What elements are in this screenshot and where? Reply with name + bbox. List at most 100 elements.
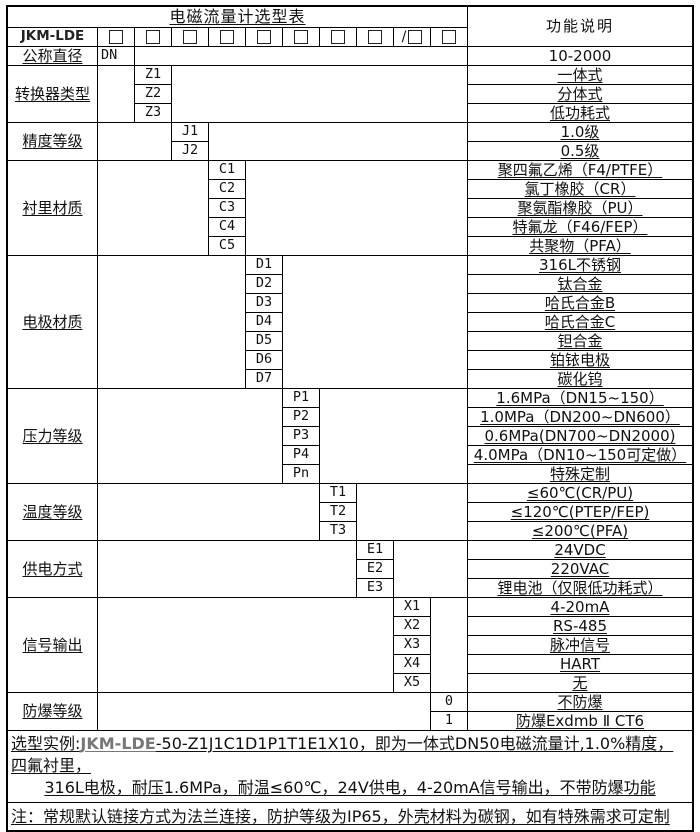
- spacer-cell: [283, 256, 468, 389]
- desc-cell: 哈氏合金B: [468, 294, 692, 313]
- spacer-cell: [394, 541, 468, 598]
- desc-cell: 分体式: [468, 85, 692, 104]
- code-cell: C4: [209, 218, 246, 237]
- selection-example-note: 选型实例:JKM-LDE-50-Z1J1C1D1P1T1E1X10，即为一体式D…: [8, 731, 692, 803]
- code-cell: T2: [320, 503, 357, 522]
- example-rest: -50-Z1J1C1D1P1T1E1X10，即为一体式DN50电磁流量计,1.0…: [11, 734, 674, 775]
- code-slot-5: [246, 28, 283, 47]
- desc-cell-dn: 10-2000: [468, 47, 692, 66]
- code-cell: P3: [283, 427, 320, 446]
- desc-cell: 聚四氟乙烯（F4/PTFE）: [468, 161, 692, 180]
- category-label-power-supply: 供电方式: [8, 541, 98, 598]
- desc-cell: 0.6MPa(DN700~DN2000): [468, 427, 692, 446]
- category-label-accuracy: 精度等级: [8, 123, 98, 161]
- desc-cell: 特殊定制: [468, 465, 692, 484]
- code-slot-4: [209, 28, 246, 47]
- desc-cell: 低功耗式: [468, 104, 692, 123]
- spacer-cell: [209, 123, 468, 161]
- desc-cell: 碳化钨: [468, 370, 692, 389]
- selection-table-sheet: 电磁流量计选型表 功能说明 JKM-LDE / 公称直径 DN 10-2000 …: [6, 5, 694, 832]
- category-label-signal-output: 信号输出: [8, 598, 98, 693]
- code-cell: C5: [209, 237, 246, 256]
- category-label-temperature: 温度等级: [8, 484, 98, 541]
- desc-cell: ≤60℃(CR/PU): [468, 484, 692, 503]
- slash-separator: /: [401, 29, 407, 45]
- example-line-1: 选型实例:JKM-LDE-50-Z1J1C1D1P1T1E1X10，即为一体式D…: [11, 733, 689, 777]
- code-cell: 0: [431, 693, 468, 712]
- code-cell: D2: [246, 275, 283, 294]
- category-label-pressure: 压力等级: [8, 389, 98, 484]
- code-cell: P4: [283, 446, 320, 465]
- code-slot-1: [98, 28, 135, 47]
- default-config-note: 注：常规默认链接方式为法兰连接，防护等级为IP65，外壳材料为碳钢，如有特殊需求…: [11, 807, 670, 826]
- desc-cell: ≤200℃(PFA): [468, 522, 692, 541]
- code-cell: E2: [357, 560, 394, 579]
- desc-cell: 1.6MPa（DN15~150）: [468, 389, 692, 408]
- code-slot-2: [135, 28, 172, 47]
- code-cell: X4: [394, 655, 431, 674]
- desc-cell: RS-485: [468, 617, 692, 636]
- code-cell: E1: [357, 541, 394, 560]
- desc-cell: 聚氨酯橡胶（PU）: [468, 199, 692, 218]
- code-slot-9: /: [394, 28, 431, 47]
- checkbox-icon: [294, 30, 308, 44]
- example-line-2: 316L电极，耐压1.6MPa，耐温≤60℃，24V供电，4-20mA信号输出，…: [44, 778, 656, 797]
- category-label-electrode: 电极材质: [8, 256, 98, 389]
- desc-cell: 4-20mA: [468, 598, 692, 617]
- code-cell: T3: [320, 522, 357, 541]
- code-cell: E3: [357, 579, 394, 598]
- desc-cell: 锂电池（仅限低功耗式）: [468, 579, 692, 598]
- desc-cell: 防爆Exdmb Ⅱ CT6: [468, 712, 692, 731]
- code-cell: Z3: [135, 104, 172, 123]
- checkbox-icon: [408, 30, 423, 44]
- checkbox-icon: [368, 30, 382, 44]
- spacer-cell: [98, 66, 135, 123]
- desc-cell: 不防爆: [468, 693, 692, 712]
- code-cell: J1: [172, 123, 209, 142]
- desc-cell: 4.0MPa（DN10~150可定做）: [468, 446, 692, 465]
- code-cell: C3: [209, 199, 246, 218]
- desc-cell: ≤120℃(PTEP/FEP): [468, 503, 692, 522]
- desc-cell: 0.5级: [468, 142, 692, 161]
- code-cell-dn: DN: [98, 47, 135, 66]
- code-slot-6: [283, 28, 320, 47]
- code-cell: T1: [320, 484, 357, 503]
- desc-cell: 220VAC: [468, 560, 692, 579]
- desc-cell: 无: [468, 674, 692, 693]
- desc-cell: 脉冲信号: [468, 636, 692, 655]
- checkbox-icon: [109, 30, 123, 44]
- desc-cell: 氯丁橡胶（CR）: [468, 180, 692, 199]
- table-title: 电磁流量计选型表: [8, 7, 468, 28]
- example-model-brand: JKM-LDE: [80, 734, 156, 753]
- spacer-cell: [98, 541, 357, 598]
- code-slot-7: [320, 28, 357, 47]
- code-cell: P1: [283, 389, 320, 408]
- desc-cell: 316L不锈钢: [468, 256, 692, 275]
- spacer-cell: [98, 693, 431, 731]
- code-slot-10: [431, 28, 468, 47]
- category-label-lining: 衬里材质: [8, 161, 98, 256]
- desc-cell: 哈氏合金C: [468, 313, 692, 332]
- spacer-cell: [172, 66, 468, 123]
- desc-cell: 铂铱电极: [468, 351, 692, 370]
- selection-grid: 电磁流量计选型表 功能说明 JKM-LDE / 公称直径 DN 10-2000 …: [8, 7, 692, 731]
- checkbox-icon: [257, 30, 271, 44]
- desc-cell: 1.0级: [468, 123, 692, 142]
- code-cell: J2: [172, 142, 209, 161]
- code-cell: X2: [394, 617, 431, 636]
- checkbox-icon: [331, 30, 345, 44]
- spacer-cell: [98, 484, 320, 541]
- function-column-header: 功能说明: [468, 7, 692, 47]
- code-cell: P2: [283, 408, 320, 427]
- code-cell: D1: [246, 256, 283, 275]
- desc-cell: 钛合金: [468, 275, 692, 294]
- checkbox-icon: [183, 30, 197, 44]
- spacer-cell: [431, 598, 468, 693]
- code-slot-8: [357, 28, 394, 47]
- desc-cell: 特氟龙（F46/FEP）: [468, 218, 692, 237]
- code-cell: Z1: [135, 66, 172, 85]
- desc-cell: 钽合金: [468, 332, 692, 351]
- desc-cell: 一体式: [468, 66, 692, 85]
- spacer-cell: [246, 161, 468, 256]
- code-cell: X1: [394, 598, 431, 617]
